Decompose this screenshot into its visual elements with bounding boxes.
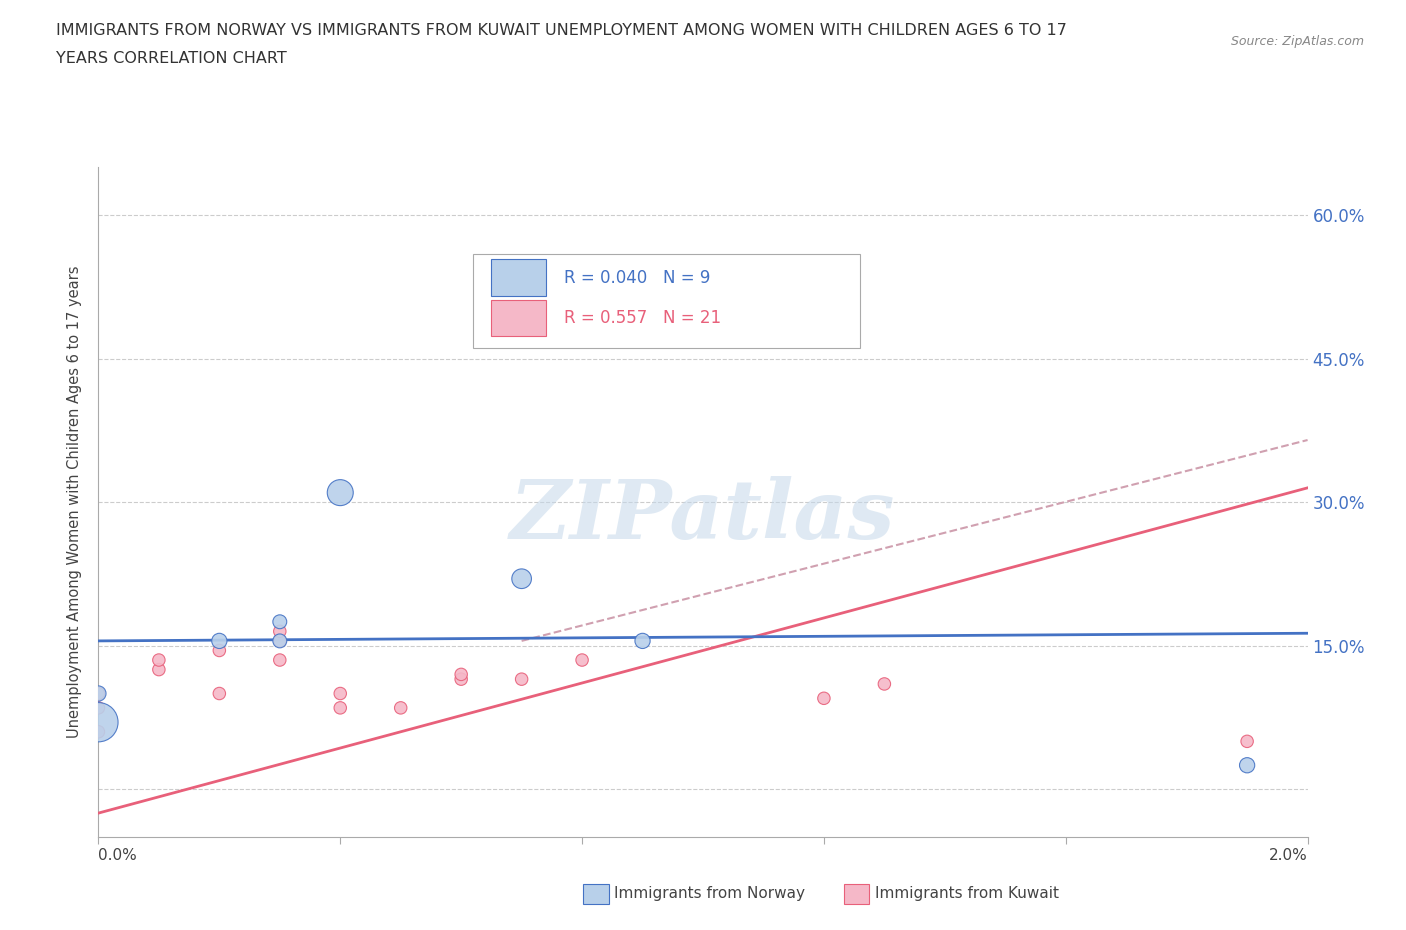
Point [208,643,231,658]
Point [269,633,291,648]
Point [631,303,654,318]
Point [208,686,231,701]
Text: IMMIGRANTS FROM NORWAY VS IMMIGRANTS FROM KUWAIT UNEMPLOYMENT AMONG WOMEN WITH C: IMMIGRANTS FROM NORWAY VS IMMIGRANTS FRO… [56,23,1067,38]
Point [813,691,835,706]
Text: Source: ZipAtlas.com: Source: ZipAtlas.com [1230,35,1364,48]
Text: R = 0.040   N = 9: R = 0.040 N = 9 [564,269,710,286]
Text: Immigrants from Kuwait: Immigrants from Kuwait [875,886,1059,901]
Point [87,686,110,701]
Point [329,686,352,701]
Point [208,633,231,648]
Point [148,662,170,677]
Text: R = 0.557   N = 21: R = 0.557 N = 21 [564,309,721,327]
Point [269,624,291,639]
Point [269,633,291,648]
Text: 2.0%: 2.0% [1268,848,1308,863]
Point [450,671,472,686]
Point [329,700,352,715]
Text: YEARS CORRELATION CHART: YEARS CORRELATION CHART [56,51,287,66]
Point [510,571,533,586]
Point [148,653,170,668]
Point [329,485,352,500]
Point [87,715,110,730]
Point [510,671,533,686]
Point [269,615,291,630]
Point [389,700,412,715]
Point [1236,734,1258,749]
FancyBboxPatch shape [474,255,860,348]
Point [631,633,654,648]
Text: 0.0%: 0.0% [98,848,138,863]
Point [269,653,291,668]
Point [1236,758,1258,773]
Bar [492,259,546,297]
Point [87,686,110,701]
Bar [492,299,546,337]
Point [873,676,896,691]
Point [87,724,110,739]
Point [450,667,472,682]
Y-axis label: Unemployment Among Women with Children Ages 6 to 17 years: Unemployment Among Women with Children A… [67,266,83,738]
Point [87,700,110,715]
Text: Immigrants from Norway: Immigrants from Norway [614,886,806,901]
Point [571,653,593,668]
Text: ZIPatlas: ZIPatlas [510,475,896,555]
